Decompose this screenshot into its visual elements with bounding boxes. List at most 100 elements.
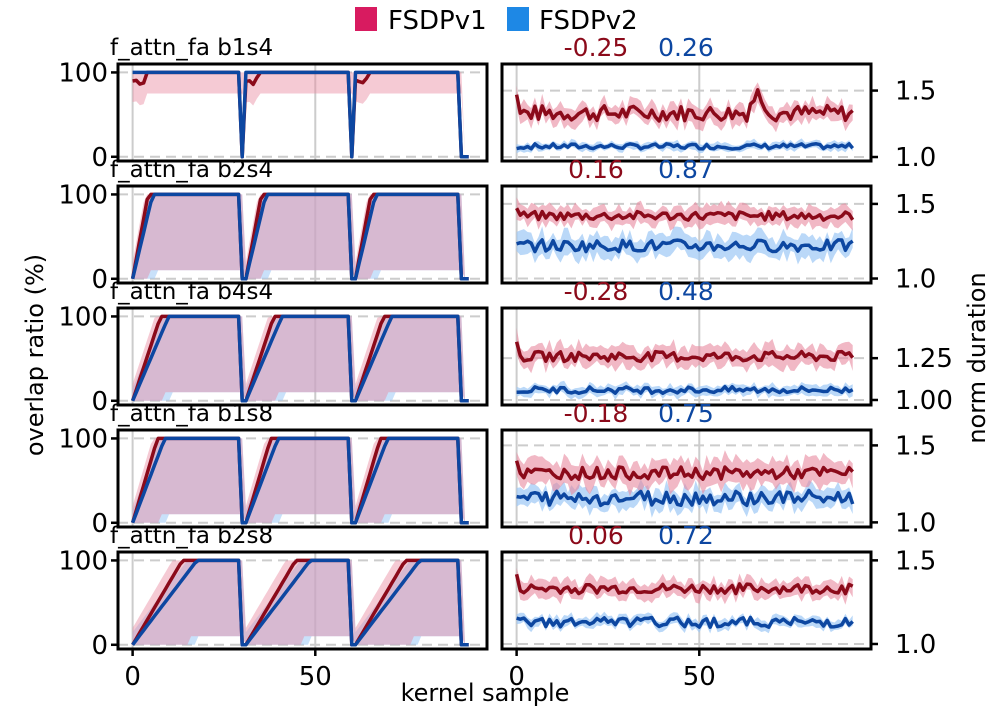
- overlap-panel: 100 0 f_attn_fa b1s8: [58, 401, 489, 539]
- fsdpv1-duration-band: [516, 327, 853, 374]
- fsdpv2-overlap-line: [130, 314, 469, 403]
- fsdpv2-correlation: 0.72: [658, 521, 714, 550]
- panel-title: f_attn_fa b1s4: [110, 35, 273, 61]
- legend-swatch-fsdpv1: [355, 7, 377, 31]
- fsdpv1-duration-line: [514, 88, 854, 123]
- fsdpv1-duration-band: [516, 567, 853, 605]
- duration-ytick-label: 1.0: [895, 630, 936, 660]
- overlap-panel: 100 0 f_attn_fa b4s4: [58, 279, 489, 417]
- panel-row-4: 100 0 f_attn_fa b1s8 1.5 1.0 -0.18 0.75: [58, 399, 936, 539]
- panel-row-3: 100 0 f_attn_fa b4s4 1.25 1.00 -0.28 0.48: [58, 277, 953, 417]
- panel-title: f_attn_fa b2s8: [110, 523, 273, 549]
- overlap-panel-frame: [116, 184, 489, 285]
- fsdpv1-duration-line: [514, 573, 854, 596]
- legend-swatch-fsdpv2: [507, 7, 529, 31]
- fsdpv2-duration-line: [516, 238, 854, 254]
- duration-panel-frame: [500, 550, 873, 651]
- fsdpv2-correlation: 0.48: [658, 277, 714, 306]
- fsdpv1-duration-line: [514, 460, 855, 481]
- panel-row-2: 100 0 f_attn_fa b2s4 1.5 1.0 0.16 0.87: [58, 155, 936, 295]
- fsdpv2-overlap-band: [132, 560, 469, 645]
- legend: FSDPv1 FSDPv2: [355, 6, 638, 36]
- fsdpv1-correlation: 0.06: [568, 521, 624, 550]
- overlap-ytick-label: 0: [91, 509, 108, 539]
- legend-label-fsdpv1: FSDPv1: [388, 6, 487, 36]
- fsdpv1-duration-line: [514, 341, 855, 364]
- overlap-ytick-label: 100: [58, 424, 108, 454]
- fsdpv2-duration-line: [516, 488, 855, 508]
- fsdpv2-duration-line: [516, 142, 855, 151]
- fsdpv1-correlation: -0.25: [564, 33, 629, 62]
- fsdpv2-overlap-band: [132, 194, 469, 279]
- duration-panel-frame: [500, 306, 873, 407]
- duration-ytick-label: 1.5: [895, 77, 936, 107]
- overlap-panel-frame: [116, 428, 489, 529]
- overlap-panel-frame: [116, 62, 489, 163]
- duration-panel-bg: [502, 552, 871, 649]
- overlap-ytick-label: 0: [91, 143, 108, 173]
- x-axis-label: kernel sample: [401, 679, 570, 707]
- duration-panel-frame: [500, 428, 873, 529]
- fsdpv1-correlation: -0.18: [564, 399, 629, 428]
- overlap-panel-frame: [116, 550, 489, 651]
- fsdpv1-overlap-band: [132, 194, 469, 279]
- left-axis-label: overlap ratio (%): [21, 254, 49, 456]
- overlap-ytick-label: 0: [91, 265, 108, 295]
- duration-panel: 1.5 1.0 0.16 0.87: [500, 155, 936, 295]
- duration-panel: 1.25 1.00 -0.28 0.48: [500, 277, 953, 416]
- overlap-panel-bg: [118, 64, 487, 161]
- fsdpv1-correlation: -0.28: [564, 277, 629, 306]
- fsdpv1-duration-band: [516, 82, 853, 133]
- fsdpv1-duration-line: [515, 207, 855, 222]
- legend-label-fsdpv2: FSDPv2: [539, 6, 638, 36]
- fsdpv1-overlap-band: [132, 560, 469, 645]
- overlap-ytick-label: 100: [58, 302, 108, 332]
- duration-panel-frame: [500, 184, 873, 285]
- overlap-ytick-label: 100: [58, 58, 108, 88]
- panel-title: f_attn_fa b2s4: [110, 157, 273, 183]
- duration-xtick-label: 0: [508, 662, 525, 692]
- overlap-ytick-label: 0: [91, 387, 108, 417]
- fsdpv2-overlap-band: [132, 316, 469, 401]
- fsdpv2-correlation: 0.87: [658, 155, 714, 184]
- fsdpv1-overlap-line: [131, 558, 469, 647]
- fsdpv2-overlap-line: [132, 70, 469, 159]
- duration-panel-frame: [500, 62, 873, 163]
- fsdpv1-duration-band: [516, 197, 853, 232]
- fsdpv1-overlap-band: [132, 438, 469, 523]
- fsdpv2-overlap-line: [130, 192, 469, 281]
- panel-title: f_attn_fa b4s4: [110, 279, 273, 305]
- overlap-ytick-label: 100: [58, 180, 108, 210]
- overlap-xtick-label: 50: [299, 662, 332, 692]
- fsdpv1-overlap-band: [132, 316, 469, 401]
- panel-row-1: 100 0 f_attn_fa b1s4 1.5 1.0 -0.25 0.26: [58, 33, 936, 173]
- fsdpv1-overlap-band: [132, 72, 469, 157]
- fsdpv2-correlation: 0.75: [658, 399, 714, 428]
- fsdpv2-overlap-line: [131, 558, 469, 647]
- duration-ytick-label: 1.0: [895, 143, 936, 173]
- duration-ytick-label: 1.00: [895, 386, 953, 416]
- duration-panel: 1.5 1.0 0.06 0.72: [500, 521, 936, 660]
- overlap-panel-frame: [116, 306, 489, 407]
- duration-ytick-label: 1.0: [895, 508, 936, 538]
- fsdpv2-duration-line: [516, 615, 854, 629]
- overlap-xtick-label: 0: [124, 662, 141, 692]
- panel-title: f_attn_fa b1s8: [110, 401, 273, 427]
- duration-panel: 1.5 1.0 -0.18 0.75: [500, 399, 936, 538]
- overlap-panel: 100 0 f_attn_fa b2s8: [58, 523, 489, 661]
- duration-ytick-label: 1.5: [895, 190, 936, 220]
- duration-ytick-label: 1.5: [895, 431, 936, 461]
- duration-ytick-label: 1.5: [895, 546, 936, 576]
- overlap-panel: 100 0 f_attn_fa b1s4: [58, 35, 489, 173]
- duration-ytick-label: 1.0: [895, 265, 936, 295]
- overlap-panel: 100 0 f_attn_fa b2s4: [58, 157, 489, 295]
- fsdpv2-correlation: 0.26: [658, 33, 714, 62]
- fsdpv2-overlap-band: [132, 438, 469, 523]
- duration-panel: 1.5 1.0 -0.25 0.26: [500, 33, 936, 173]
- fsdpv2-duration-line: [516, 384, 854, 396]
- fsdpv2-overlap-line: [130, 436, 469, 525]
- overlap-ytick-label: 100: [58, 546, 108, 576]
- right-axis-label: norm duration: [963, 272, 991, 443]
